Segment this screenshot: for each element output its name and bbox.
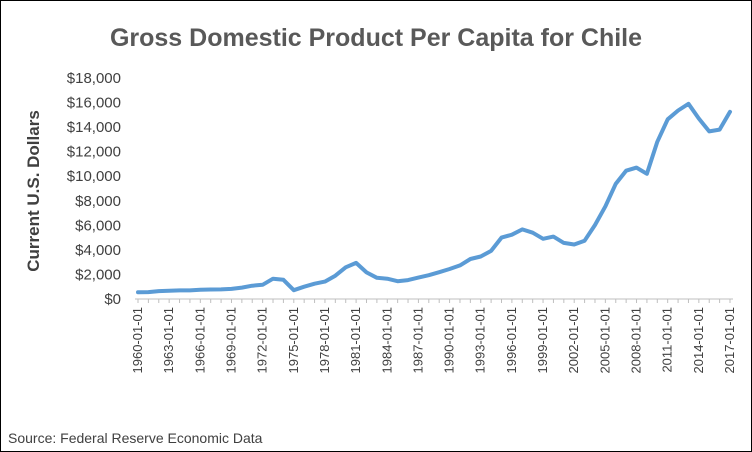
y-tick-label: $10,000: [67, 168, 121, 185]
y-tick-label: $0: [104, 291, 121, 308]
x-tick-label: 1960-01-01: [130, 307, 145, 374]
chart-title: Gross Domestic Product Per Capita for Ch…: [110, 24, 642, 52]
x-tick-label: 2008-01-01: [629, 307, 644, 374]
x-tick-label: 1987-01-01: [410, 307, 425, 374]
gdp-series-line: [136, 101, 732, 295]
y-axis-ticks: $0 $2,000 $4,000 $6,000 $8,000 $10,000 $12,000…: [67, 70, 121, 308]
x-tick-label: 1975-01-01: [286, 307, 301, 374]
x-tick-label: 1999-01-01: [535, 307, 550, 374]
x-tick-label: 1984-01-01: [379, 307, 394, 374]
y-tick-label: $2,000: [75, 266, 121, 283]
x-tick-label: 1993-01-01: [473, 307, 488, 374]
x-tick-label: 2005-01-01: [597, 307, 612, 374]
x-tick-label: 1972-01-01: [255, 307, 270, 374]
x-tick-label: 1990-01-01: [442, 307, 457, 374]
y-tick-label: $4,000: [75, 242, 121, 259]
x-tick-label: 2002-01-01: [566, 307, 581, 374]
x-tick-label: 2011-01-01: [660, 307, 675, 373]
y-tick-label: $16,000: [67, 95, 121, 112]
y-tick-label: $18,000: [67, 70, 121, 87]
y-axis-label: Current U.S. Dollars: [24, 110, 43, 272]
x-tick-label: 2014-01-01: [691, 307, 706, 374]
y-tick-label: $8,000: [75, 193, 121, 210]
x-tick-label: 1996-01-01: [504, 307, 519, 374]
x-tick-label: 2017-01-01: [722, 307, 737, 374]
x-tick-label: 1981-01-01: [348, 307, 363, 374]
x-tick-label: 1963-01-01: [161, 307, 176, 374]
y-tick-label: $12,000: [67, 144, 121, 161]
y-tick-label: $14,000: [67, 119, 121, 136]
x-tick-label: 1966-01-01: [192, 307, 207, 374]
x-tick-label: 1969-01-01: [223, 307, 238, 374]
x-axis-ticks: 1960-01-01 1963-01-01 1966-01-01 1969-01-01…: [130, 299, 737, 374]
y-tick-label: $6,000: [75, 217, 121, 234]
source-note: Source: Federal Reserve Economic Data: [8, 430, 263, 446]
x-tick-label: 1978-01-01: [317, 307, 332, 374]
